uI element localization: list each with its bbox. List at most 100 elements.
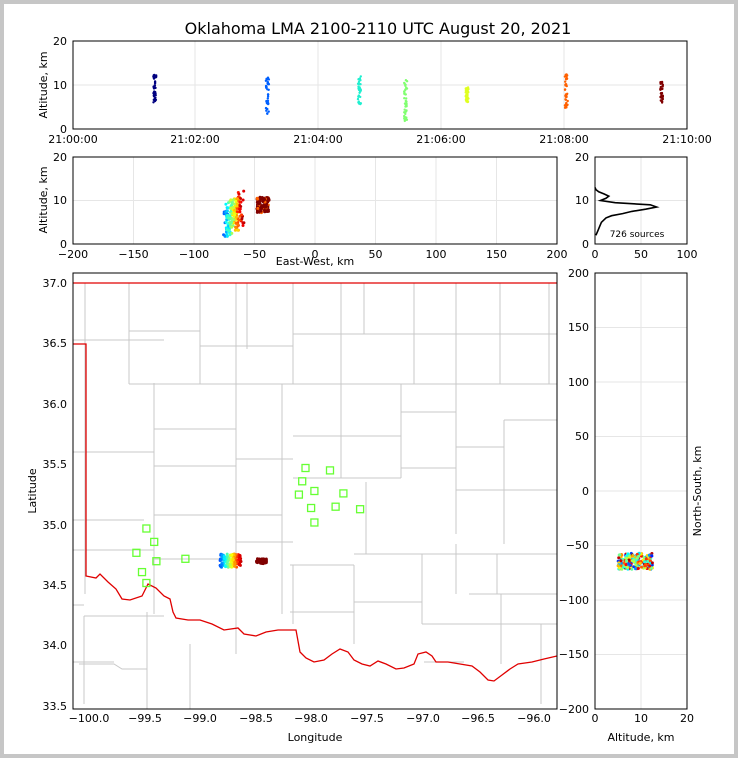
map-source-point	[262, 559, 266, 563]
altitude-ns-point	[647, 553, 651, 557]
ew-altitude-point	[228, 221, 232, 224]
altitude-ns-point	[649, 566, 653, 570]
time-altitude-point	[660, 92, 663, 96]
map-source-point	[223, 564, 227, 568]
time-altitude-point	[564, 80, 567, 83]
ew-altitude-point	[256, 206, 260, 210]
altitude-tick-label: 0	[592, 712, 599, 725]
time-altitude-point	[265, 107, 269, 111]
time-altitude-point	[565, 74, 568, 77]
ew-altitude-point	[224, 202, 228, 206]
time-altitude-point	[267, 88, 270, 92]
altitude-ns-point	[627, 562, 631, 566]
altitude-ns-point	[644, 557, 648, 561]
time-altitude-point	[266, 95, 270, 98]
ns-tick-label: 150	[568, 321, 589, 334]
time-altitude-point	[265, 101, 268, 104]
ew-axis-ticks: −200 −150 −100 −50 0 50 100 150 200	[58, 248, 568, 261]
ew-altitude-point	[241, 224, 245, 227]
longitude-tick-label: −98.0	[294, 712, 328, 725]
ew-altitude-point	[229, 216, 233, 220]
time-altitude-point	[357, 78, 360, 81]
ew-altitude-point	[225, 228, 229, 232]
time-altitude-point	[357, 94, 361, 97]
count-tick-label: 100	[677, 248, 698, 261]
ns-tick-label: −200	[559, 703, 589, 716]
ew-altitude-point	[242, 221, 246, 225]
figure-canvas: Oklahoma LMA 2100-2110 UTC August 20, 20…	[26, 19, 712, 744]
time-altitude-point	[153, 90, 156, 93]
altitude-ns-point	[646, 560, 649, 563]
time-altitude-point	[357, 85, 360, 88]
lma-station-marker	[339, 489, 348, 498]
time-altitude-point	[661, 87, 664, 91]
lma-station-marker	[298, 477, 307, 486]
time-tick-label: 21:00:00	[48, 133, 97, 146]
altitude-ns-point	[638, 562, 642, 566]
ew-tick-label: 50	[369, 248, 383, 261]
ew-altitude-point	[241, 198, 245, 202]
time-altitude-point	[152, 95, 156, 98]
ew-tick-label: −100	[179, 248, 209, 261]
longitude-tick-label: −97.0	[406, 712, 440, 725]
ns-tick-label: −100	[559, 594, 589, 607]
altitude-ns-point	[625, 559, 629, 563]
ew-altitude-point	[236, 228, 240, 232]
time-altitude-point	[404, 93, 407, 96]
ew-altitude-point	[255, 209, 259, 213]
time-altitude-point	[659, 87, 662, 91]
ew-altitude-point	[225, 209, 229, 213]
time-altitude-point	[403, 114, 406, 118]
altitude-ns-point	[618, 566, 622, 570]
ew-altitude-point	[231, 205, 235, 209]
time-altitude-point	[405, 97, 408, 100]
latitude-tick-label: 35.0	[43, 519, 68, 532]
altitude-ns-point	[619, 564, 623, 568]
longitude-tick-label: −99.5	[128, 712, 162, 725]
altitude-ns-point	[620, 567, 624, 571]
time-altitude-point	[152, 85, 155, 88]
ew-altitude-point	[242, 189, 246, 193]
time-altitude-point	[154, 86, 157, 90]
latitude-tick-label: 34.5	[43, 579, 68, 592]
ew-altitude-point	[233, 209, 236, 212]
time-tick-label: 21:06:00	[416, 133, 465, 146]
lma-station-marker	[331, 502, 340, 511]
altitude-ns-point	[634, 567, 637, 571]
lma-station-marker	[150, 537, 159, 547]
altitude-ns-point	[625, 566, 629, 569]
time-altitude-point	[152, 76, 156, 80]
ew-altitude-point	[235, 197, 239, 201]
ew-altitude-point	[258, 199, 262, 203]
longitude-ticks: −100.0 −99.5 −99.0 −98.5 −98.0 −97.5 −97…	[69, 712, 551, 725]
altitude-tick-label: 20	[680, 712, 694, 725]
time-altitude-point	[565, 84, 568, 88]
map-source-point	[226, 563, 230, 567]
time-tick-label: 21:10:00	[662, 133, 711, 146]
altitude-axis-ticks: 0 10 20	[53, 35, 67, 136]
ew-altitude-point	[239, 205, 243, 208]
time-altitude-point	[661, 84, 664, 87]
altitude-ns-point	[636, 567, 640, 570]
time-altitude-point	[266, 93, 270, 96]
longitude-tick-label: −97.5	[350, 712, 384, 725]
longitude-tick-label: −100.0	[69, 712, 110, 725]
ns-altitude-x-ticks: 0 10 20	[592, 712, 695, 725]
time-altitude-point	[267, 110, 270, 113]
time-altitude-point	[153, 81, 157, 84]
time-altitude-point	[467, 97, 470, 100]
map-source-point	[223, 557, 226, 560]
time-altitude-point	[264, 85, 268, 89]
ew-tick-label: −200	[58, 248, 88, 261]
map-source-point	[222, 554, 226, 558]
longitude-tick-label: −98.5	[239, 712, 273, 725]
ew-altitude-point	[259, 209, 263, 213]
ew-altitude-point	[233, 213, 237, 217]
ew-altitude-point	[235, 204, 239, 208]
longitude-tick-label: −99.0	[183, 712, 217, 725]
map-source-point	[237, 558, 241, 561]
altitude-histogram-panel: 726 sources 0 50 100 0 10 20	[575, 151, 698, 261]
ew-tick-label: 150	[486, 248, 507, 261]
time-altitude-point	[465, 91, 468, 94]
ew-altitude-point	[230, 201, 234, 205]
